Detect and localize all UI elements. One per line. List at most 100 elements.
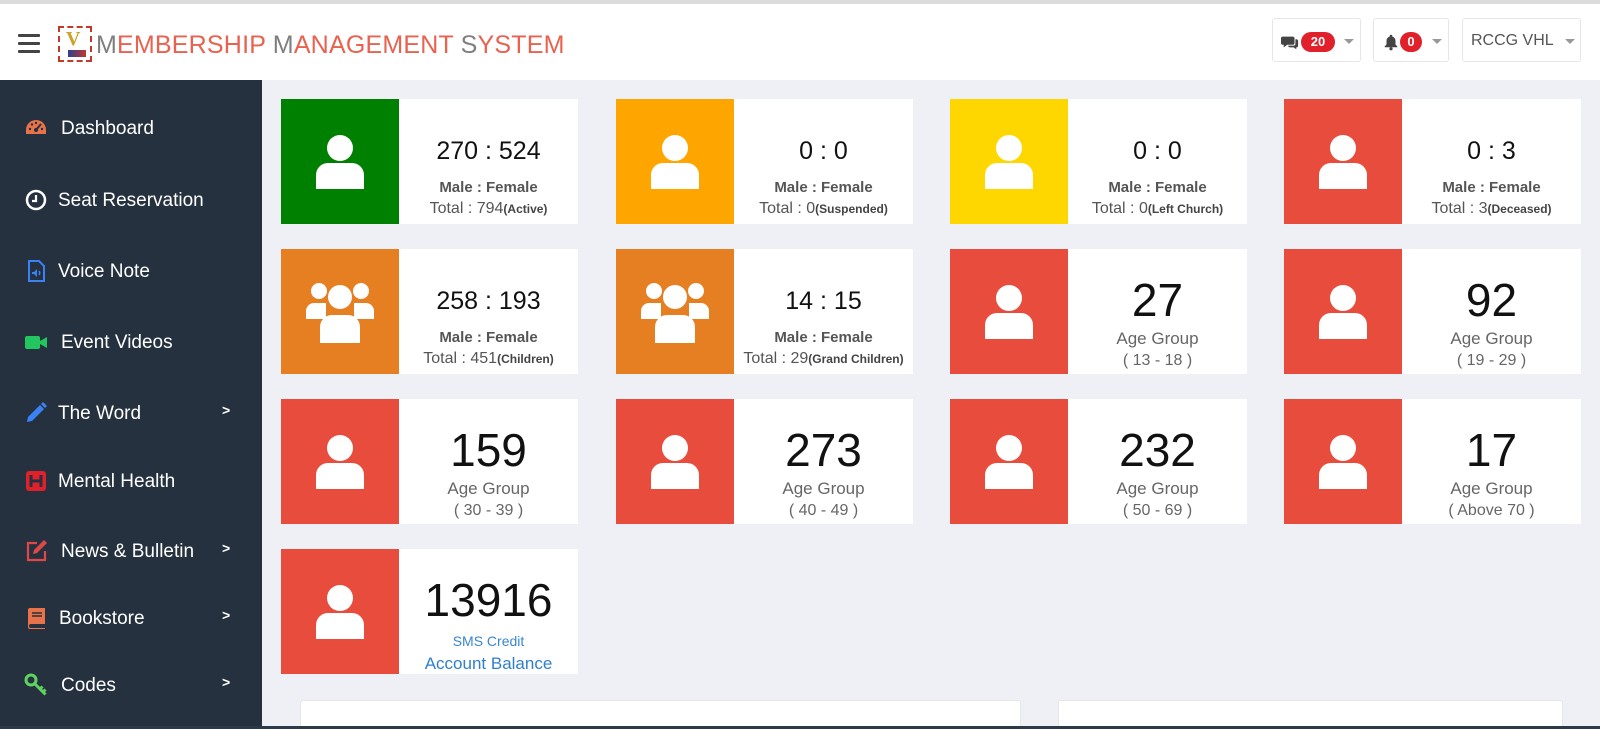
stat-card-age-50-69[interactable]: 232 Age Group ( 50 - 69 ) — [950, 399, 1247, 524]
card-icon-tile — [281, 249, 399, 374]
age-group-label: Age Group — [1450, 329, 1533, 348]
sidebar-item-seat-reservation[interactable]: Seat Reservation — [0, 175, 262, 225]
pencil-icon — [27, 402, 47, 422]
app-title: MEMBERSHIP MANAGEMENT SYSTEM — [96, 31, 565, 59]
stat-card-age-40-49[interactable]: 273 Age Group ( 40 - 49 ) — [616, 399, 913, 524]
user-icon — [316, 435, 364, 489]
users-icon — [641, 283, 709, 343]
sidebar-item-mental-health[interactable]: Mental Health — [0, 456, 262, 506]
messages-dropdown[interactable]: 20 — [1272, 18, 1361, 62]
sidebar-item-label: Event Videos — [61, 332, 173, 353]
total-line: Total : 0(Left Church) — [1091, 200, 1224, 217]
age-group-count: 232 — [1119, 424, 1196, 476]
sidebar-item-bookstore[interactable]: Bookstore > — [0, 593, 262, 643]
user-dropdown[interactable]: RCCG VHL — [1462, 18, 1581, 62]
chevron-down-icon — [1344, 39, 1354, 44]
users-icon — [306, 283, 374, 343]
ratio-caption: Male : Female — [774, 329, 873, 346]
ratio-caption: Male : Female — [439, 329, 538, 346]
account-balance-link[interactable]: Account Balance — [424, 654, 553, 673]
bottom-panel-right — [1058, 700, 1563, 729]
age-group-count: 159 — [450, 424, 527, 476]
messages-count-badge: 20 — [1301, 32, 1335, 52]
ratio-caption: Male : Female — [774, 179, 873, 196]
user-icon — [1319, 135, 1367, 189]
gender-ratio: 270 : 524 — [436, 137, 541, 165]
sidebar-item-event-videos[interactable]: Event Videos — [0, 317, 262, 367]
age-group-range: ( 50 - 69 ) — [1122, 502, 1193, 519]
notifications-dropdown[interactable]: 0 — [1373, 18, 1449, 62]
age-group-label: Age Group — [1116, 329, 1199, 348]
gender-ratio: 0 : 3 — [1467, 137, 1516, 165]
card-icon-tile — [1284, 399, 1402, 524]
stat-card-left-church[interactable]: 0 : 0 Male : Female Total : 0(Left Churc… — [950, 99, 1247, 224]
chevron-right-icon: > — [222, 540, 231, 556]
hospital-icon — [26, 471, 46, 491]
age-group-range: ( 40 - 49 ) — [788, 502, 859, 519]
card-icon-tile — [950, 99, 1068, 224]
age-group-label: Age Group — [782, 479, 865, 498]
book-icon — [28, 608, 45, 629]
chevron-down-icon — [1565, 39, 1575, 44]
stat-card-suspended-members[interactable]: 0 : 0 Male : Female Total : 0(Suspended) — [616, 99, 913, 224]
sidebar-item-label: Codes — [61, 675, 116, 696]
ratio-caption: Male : Female — [1442, 179, 1541, 196]
sms-credit-label[interactable]: SMS Credit — [452, 633, 525, 649]
stat-card-age-19-29[interactable]: 92 Age Group ( 19 - 29 ) — [1284, 249, 1581, 374]
gender-ratio: 0 : 0 — [799, 137, 848, 165]
age-group-count: 273 — [785, 424, 862, 476]
bell-icon — [1384, 34, 1398, 51]
card-icon-tile — [616, 399, 734, 524]
ratio-caption: Male : Female — [1108, 179, 1207, 196]
stat-card-grand-children[interactable]: 14 : 15 Male : Female Total : 29(Grand C… — [616, 249, 913, 374]
sidebar-item-codes[interactable]: Codes > — [0, 660, 262, 710]
user-icon — [316, 585, 364, 639]
card-icon-tile — [616, 99, 734, 224]
sidebar-item-label: News & Bulletin — [61, 541, 195, 562]
sidebar-item-label: Seat Reservation — [58, 190, 204, 211]
total-line: Total : 3(Deceased) — [1431, 200, 1552, 217]
user-icon — [985, 435, 1033, 489]
card-icon-tile — [281, 99, 399, 224]
age-group-range: ( 13 - 18 ) — [1122, 352, 1193, 369]
menu-toggle-icon[interactable] — [18, 34, 40, 53]
user-icon — [985, 135, 1033, 189]
total-line: Total : 29(Grand Children) — [743, 350, 904, 367]
age-group-label: Age Group — [447, 479, 530, 498]
stat-card-active-members[interactable]: 270 : 524 Male : Female Total : 794(Acti… — [281, 99, 578, 224]
sidebar-item-news-bulletin[interactable]: News & Bulletin > — [0, 526, 262, 576]
org-name: RCCG VHL — [1471, 32, 1554, 49]
audio-file-icon — [28, 260, 45, 282]
sidebar-item-voice-note[interactable]: Voice Note — [0, 246, 262, 296]
age-group-range: ( 30 - 39 ) — [453, 502, 524, 519]
stat-card-sms-credit[interactable]: 13916 SMS Credit Account Balance — [281, 549, 578, 674]
bottom-panel-left — [300, 700, 1021, 729]
sidebar-item-label: Mental Health — [58, 471, 176, 492]
sidebar-item-label: Bookstore — [59, 608, 145, 629]
chevron-right-icon: > — [222, 607, 231, 623]
sidebar-item-label: Dashboard — [61, 118, 154, 139]
stat-card-age-13-18[interactable]: 27 Age Group ( 13 - 18 ) — [950, 249, 1247, 374]
edit-icon — [26, 540, 47, 562]
stat-card-deceased-members[interactable]: 0 : 3 Male : Female Total : 3(Deceased) — [1284, 99, 1581, 224]
age-group-range: ( 19 - 29 ) — [1456, 352, 1527, 369]
chevron-right-icon: > — [222, 674, 231, 690]
card-icon-tile — [1284, 249, 1402, 374]
sidebar-item-dashboard[interactable]: Dashboard — [0, 103, 262, 153]
horizontal-scrollbar[interactable] — [0, 726, 1600, 729]
stat-card-age-above-70[interactable]: 17 Age Group ( Above 70 ) — [1284, 399, 1581, 524]
total-line: Total : 794(Active) — [429, 200, 548, 217]
user-icon — [651, 135, 699, 189]
age-group-count: 92 — [1465, 274, 1518, 326]
gender-ratio: 258 : 193 — [436, 287, 541, 315]
stat-card-children[interactable]: 258 : 193 Male : Female Total : 451(Chil… — [281, 249, 578, 374]
age-group-count: 27 — [1131, 274, 1184, 326]
clock-icon — [25, 189, 47, 211]
card-icon-tile — [616, 249, 734, 374]
card-icon-tile — [281, 399, 399, 524]
age-group-label: Age Group — [1116, 479, 1199, 498]
sidebar-item-label: Voice Note — [58, 261, 150, 282]
stat-card-age-30-39[interactable]: 159 Age Group ( 30 - 39 ) — [281, 399, 578, 524]
sidebar-item-the-word[interactable]: The Word > — [0, 388, 262, 438]
gender-ratio: 0 : 0 — [1133, 137, 1182, 165]
